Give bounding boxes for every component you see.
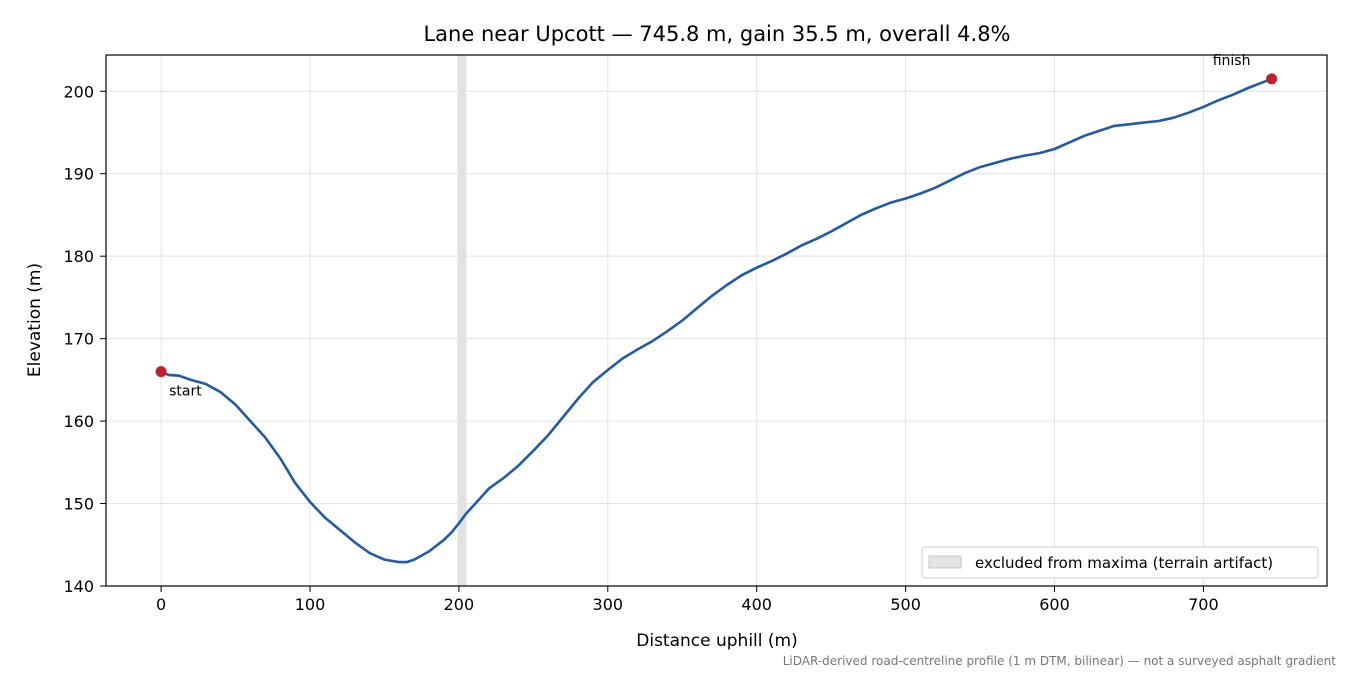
start-label: start	[169, 384, 202, 400]
legend: excluded from maxima (terrain artifact)	[921, 546, 1319, 579]
footnote: LiDAR-derived road-centreline profile (1…	[783, 654, 1337, 668]
y-tick-label: 170	[63, 330, 94, 349]
y-tick-label: 150	[63, 495, 94, 514]
chart-title: Lane near Upcott — 745.8 m, gain 35.5 m,…	[423, 22, 1010, 46]
y-tick-label: 190	[63, 165, 94, 184]
legend-frame	[921, 546, 1319, 579]
x-tick-label: 500	[890, 595, 921, 614]
y-tick-label: 180	[63, 247, 94, 266]
x-tick-label: 400	[741, 595, 772, 614]
grid-layer	[106, 55, 1327, 587]
x-tick-label: 300	[593, 595, 624, 614]
x-tick-label: 600	[1039, 595, 1070, 614]
excluded-band	[457, 55, 467, 586]
x-axis-label: Distance uphill (m)	[636, 631, 797, 651]
start-marker	[155, 366, 167, 378]
y-axis-label: Elevation (m)	[25, 263, 45, 377]
y-tick-label: 160	[63, 412, 94, 431]
finish-label: finish	[1213, 53, 1251, 69]
plot-frame	[105, 54, 1328, 587]
y-tick-label: 140	[63, 577, 94, 596]
x-tick-label: 700	[1188, 595, 1219, 614]
x-tick-label: 200	[444, 595, 475, 614]
marker-layer: start finish	[155, 53, 1278, 400]
legend-swatch	[928, 555, 962, 569]
y-tick-label: 200	[63, 82, 94, 101]
tick-layer: 0 100 200 300 400 500 600 700 140 150 160 170 180 190…	[63, 82, 1218, 614]
series-layer	[159, 77, 1273, 564]
legend-label: excluded from maxima (terrain artifact)	[975, 554, 1273, 572]
elevation-line	[159, 77, 1273, 564]
x-tick-label: 100	[295, 595, 326, 614]
finish-marker	[1266, 73, 1278, 85]
x-tick-label: 0	[156, 595, 166, 614]
excluded-band-layer	[457, 55, 467, 586]
